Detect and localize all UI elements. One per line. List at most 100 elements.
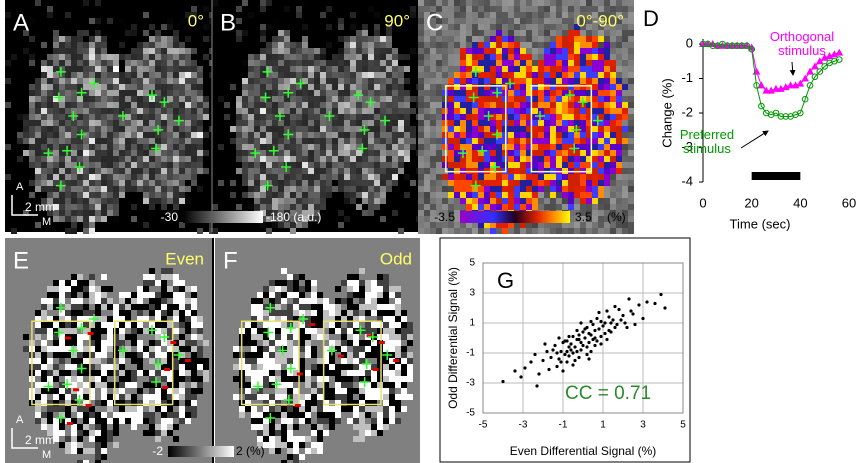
pixel — [598, 138, 604, 144]
pixel — [278, 66, 284, 72]
pixel — [77, 48, 83, 54]
pixel — [167, 108, 173, 114]
pixel — [598, 180, 604, 186]
pixel — [254, 174, 260, 180]
pixel — [167, 90, 173, 96]
pixel — [401, 406, 407, 412]
pixel — [472, 72, 478, 78]
pixel — [71, 394, 77, 400]
pixel — [389, 406, 395, 412]
pixel — [374, 120, 380, 126]
pixel — [550, 228, 556, 234]
pixel — [149, 394, 155, 400]
point — [569, 342, 572, 345]
pixel — [107, 436, 113, 442]
pixel — [398, 108, 404, 114]
pixel — [466, 6, 472, 12]
pixel — [296, 186, 302, 192]
x-tick-label: 60 — [842, 195, 856, 210]
pixel — [484, 78, 490, 84]
pixel — [442, 102, 448, 108]
pixel — [185, 60, 191, 66]
pixel — [305, 286, 311, 292]
pixel — [137, 334, 143, 340]
y-tick-label: -3 — [466, 378, 475, 389]
pixel — [35, 358, 41, 364]
pixel — [143, 406, 149, 412]
pixel — [77, 310, 83, 316]
pixel — [257, 418, 263, 424]
pixel — [257, 406, 263, 412]
pixel — [490, 66, 496, 72]
pixel — [490, 198, 496, 204]
pixel — [538, 162, 544, 168]
pixel — [484, 84, 490, 90]
pixel — [173, 412, 179, 418]
pixel — [580, 144, 586, 150]
pixel — [550, 108, 556, 114]
pixel — [137, 406, 143, 412]
point — [653, 302, 656, 305]
pixel — [628, 186, 634, 192]
pixel — [275, 304, 281, 310]
pixel — [418, 198, 424, 204]
point — [579, 321, 582, 324]
pixel — [359, 436, 365, 442]
pixel — [377, 310, 383, 316]
pixel — [472, 42, 478, 48]
point — [579, 341, 582, 344]
pixel — [326, 60, 332, 66]
point — [641, 317, 644, 320]
pixel — [550, 48, 556, 54]
pixel — [197, 114, 203, 120]
pixel — [362, 42, 368, 48]
pixel — [254, 54, 260, 60]
pixel — [242, 126, 248, 132]
pixel — [161, 394, 167, 400]
pixel — [269, 292, 275, 298]
pixel — [368, 66, 374, 72]
pixel — [305, 280, 311, 286]
pixel — [610, 186, 616, 192]
pixel — [101, 316, 107, 322]
pixel — [290, 150, 296, 156]
pixel — [71, 42, 77, 48]
pixel — [380, 132, 386, 138]
pixel — [320, 156, 326, 162]
pixel — [266, 198, 272, 204]
pixel — [454, 48, 460, 54]
pixel — [550, 174, 556, 180]
point — [529, 360, 532, 363]
pixel — [544, 66, 550, 72]
pixel — [197, 78, 203, 84]
pixel — [290, 204, 296, 210]
pixel — [347, 328, 353, 334]
pixel — [562, 0, 568, 6]
pixel — [131, 138, 137, 144]
pixel — [53, 388, 59, 394]
pixel — [179, 376, 185, 382]
pixel — [119, 394, 125, 400]
pixel — [257, 292, 263, 298]
pixel — [460, 48, 466, 54]
pixel — [448, 66, 454, 72]
pixel — [418, 30, 424, 36]
pixel — [508, 180, 514, 186]
pixel — [323, 406, 329, 412]
pixel — [236, 204, 242, 210]
pixel — [332, 102, 338, 108]
pixel — [287, 382, 293, 388]
pixel — [332, 150, 338, 156]
pixel — [191, 96, 197, 102]
pixel — [466, 114, 472, 120]
pixel — [320, 72, 326, 78]
pixel — [616, 192, 622, 198]
pixel — [616, 30, 622, 36]
pixel — [41, 144, 47, 150]
pixel — [395, 304, 401, 310]
pixel — [83, 274, 89, 280]
pixel — [383, 316, 389, 322]
pixel — [604, 66, 610, 72]
pixel — [266, 126, 272, 132]
point — [541, 359, 544, 362]
